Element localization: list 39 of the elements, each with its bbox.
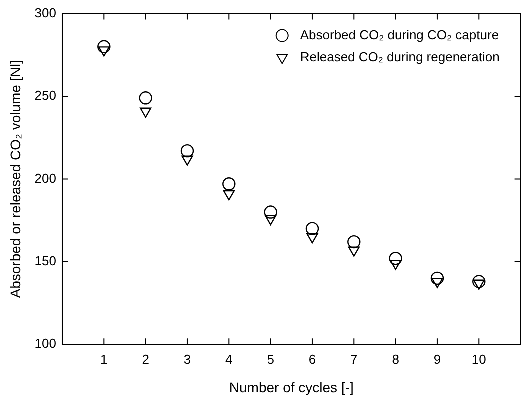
point — [390, 260, 402, 270]
point — [348, 246, 360, 257]
x-tick-label: 6 — [308, 352, 316, 367]
point — [222, 178, 236, 191]
point — [430, 272, 444, 286]
legend-label: Absorbed CO₂ during CO₂ capture — [300, 27, 500, 42]
y-tick-label: 300 — [34, 5, 56, 20]
point — [348, 235, 361, 249]
x-tick-label: 9 — [434, 352, 442, 367]
point — [139, 92, 152, 105]
point — [264, 206, 278, 219]
point — [389, 252, 402, 266]
point — [98, 40, 111, 54]
x-tick-label: 8 — [392, 352, 400, 367]
x-tick-label: 10 — [472, 352, 486, 367]
point — [306, 233, 318, 244]
y-tick-label: 200 — [34, 170, 56, 186]
point — [140, 108, 152, 118]
point — [432, 278, 444, 288]
point — [472, 275, 486, 288]
point — [98, 46, 110, 57]
y-axis-title: Absorbed or released CO₂ volume [Nl] — [7, 60, 24, 298]
x-tick-label: 5 — [267, 352, 274, 367]
y-tick-label: 100 — [34, 336, 56, 352]
point — [473, 280, 485, 290]
x-tick-label: 1 — [100, 352, 108, 367]
x-tick-label: 2 — [142, 352, 150, 367]
point — [180, 144, 194, 158]
x-axis-title: Number of cycles [-] — [229, 379, 354, 396]
point — [265, 215, 277, 226]
point — [306, 222, 320, 236]
x-tick-label: 4 — [226, 352, 233, 367]
point — [223, 190, 235, 201]
y-tick-label: 250 — [34, 88, 56, 104]
x-tick-label: 7 — [350, 352, 358, 367]
y-tick-label: 150 — [34, 253, 56, 268]
legend-label: Released CO₂ during regeneration — [300, 49, 500, 64]
x-tick-label: 3 — [184, 352, 192, 367]
point — [182, 156, 194, 166]
